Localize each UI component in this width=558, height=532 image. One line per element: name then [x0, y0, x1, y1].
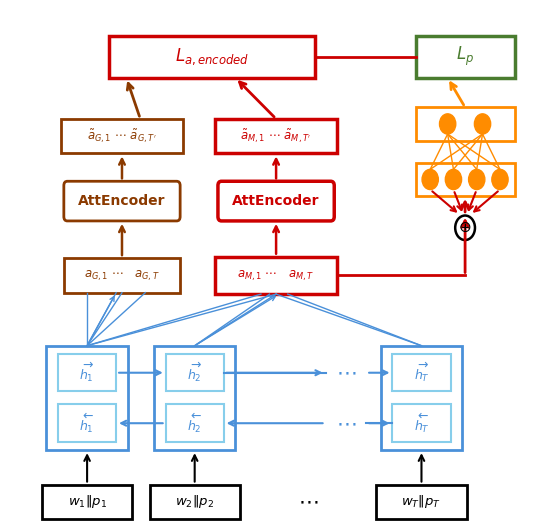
Circle shape	[445, 169, 461, 189]
Text: $w_1 \| p_1$: $w_1 \| p_1$	[68, 493, 107, 510]
Circle shape	[455, 215, 475, 240]
Bar	[64, 258, 180, 293]
Text: $\cdots$: $\cdots$	[336, 363, 356, 383]
Bar	[42, 485, 132, 519]
Text: $\cdots$: $\cdots$	[336, 413, 356, 433]
Bar	[392, 404, 450, 442]
Bar	[215, 119, 337, 154]
Text: $\overrightarrow{h_1}$: $\overrightarrow{h_1}$	[79, 361, 95, 384]
Text: $\tilde{a}_{G,1}\ \cdots\ \tilde{a}_{G,T^{\prime}}$: $\tilde{a}_{G,1}\ \cdots\ \tilde{a}_{G,T…	[87, 127, 157, 145]
Text: $w_2 \| p_2$: $w_2 \| p_2$	[175, 493, 214, 510]
Circle shape	[440, 114, 456, 134]
Bar	[58, 404, 116, 442]
Text: $a_{M,1}\ \cdots\quad a_{M,T}$: $a_{M,1}\ \cdots\quad a_{M,T}$	[238, 268, 315, 282]
Circle shape	[469, 169, 485, 189]
Text: $\oplus$: $\oplus$	[459, 220, 472, 235]
Bar	[215, 256, 337, 294]
Bar	[109, 36, 315, 78]
Text: $a_{G,1}\ \cdots\quad a_{G,T}$: $a_{G,1}\ \cdots\quad a_{G,T}$	[84, 268, 160, 282]
Bar	[377, 485, 466, 519]
Text: $\tilde{a}_{M,1}\ \cdots\ \tilde{a}_{M,T^{\prime}}$: $\tilde{a}_{M,1}\ \cdots\ \tilde{a}_{M,T…	[240, 127, 312, 145]
Bar	[381, 346, 462, 450]
Bar	[416, 163, 514, 196]
Bar	[58, 354, 116, 392]
Circle shape	[422, 169, 439, 189]
Text: $\overleftarrow{h_1}$: $\overleftarrow{h_1}$	[79, 412, 95, 435]
Text: $w_T \| p_T$: $w_T \| p_T$	[401, 493, 441, 510]
Bar	[61, 119, 183, 154]
Bar	[416, 107, 514, 140]
Bar	[166, 354, 224, 392]
Bar	[392, 354, 450, 392]
Text: $\cdots$: $\cdots$	[298, 492, 318, 512]
Text: AttEncoder: AttEncoder	[78, 194, 166, 208]
Text: $\overleftarrow{h_2}$: $\overleftarrow{h_2}$	[187, 412, 203, 435]
Circle shape	[474, 114, 490, 134]
Bar	[154, 346, 235, 450]
Bar	[150, 485, 240, 519]
Text: $\overleftarrow{h_T}$: $\overleftarrow{h_T}$	[413, 412, 430, 435]
Text: $\overrightarrow{h_T}$: $\overrightarrow{h_T}$	[413, 361, 430, 384]
Bar	[46, 346, 128, 450]
Bar	[416, 36, 514, 78]
Text: $\overrightarrow{h_2}$: $\overrightarrow{h_2}$	[187, 361, 203, 384]
Text: AttEncoder: AttEncoder	[232, 194, 320, 208]
Bar	[166, 404, 224, 442]
FancyBboxPatch shape	[218, 181, 334, 221]
Text: $L_p$: $L_p$	[456, 45, 474, 69]
Circle shape	[492, 169, 508, 189]
FancyBboxPatch shape	[64, 181, 180, 221]
Text: $L_{a,encoded}$: $L_{a,encoded}$	[175, 47, 249, 67]
